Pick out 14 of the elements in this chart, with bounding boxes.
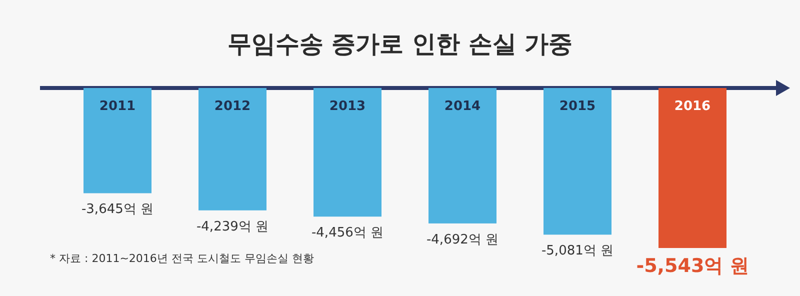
chart-title: 무임수송 증가로 인한 손실 가중 (227, 30, 573, 58)
data-label: -4,456억 원 (311, 226, 384, 241)
x-tick-label: 2011 (99, 99, 136, 114)
x-tick-label: 2015 (559, 99, 596, 114)
x-tick-label: 2013 (329, 99, 366, 114)
x-tick-label: 2012 (214, 99, 251, 114)
text: * 자료 : 2011~2016년 전국 도시철도 무임손실 현황 (50, 252, 314, 265)
x-tick-label: 2014 (444, 99, 481, 114)
data-label: -4,239억 원 (196, 219, 269, 234)
data-label: -3,645억 원 (81, 202, 154, 218)
data-label: -5,543억 원 (636, 255, 749, 277)
data-label: -4,692억 원 (426, 232, 499, 248)
x-tick-label: 2016 (674, 99, 711, 114)
data-label: -5,081억 원 (541, 244, 614, 259)
